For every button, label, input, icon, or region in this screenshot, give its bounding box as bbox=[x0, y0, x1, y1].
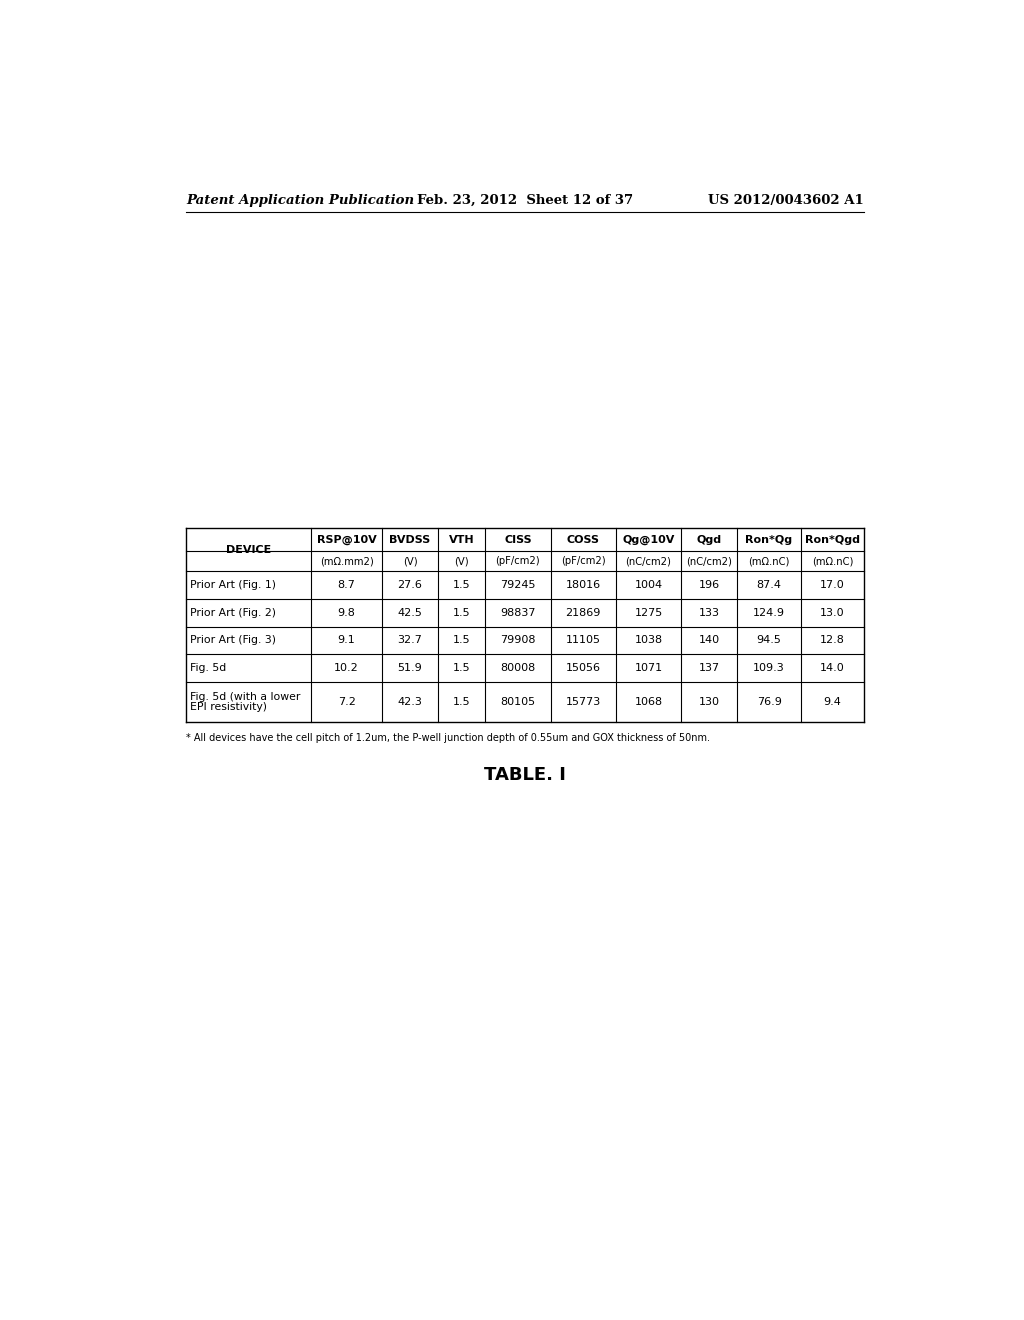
Text: 1071: 1071 bbox=[635, 663, 663, 673]
Text: 80105: 80105 bbox=[501, 697, 536, 708]
Text: 15773: 15773 bbox=[565, 697, 601, 708]
Text: 1.5: 1.5 bbox=[453, 663, 471, 673]
Text: (V): (V) bbox=[455, 556, 469, 566]
Text: 1.5: 1.5 bbox=[453, 635, 471, 645]
Text: Prior Art (Fig. 3): Prior Art (Fig. 3) bbox=[190, 635, 276, 645]
Text: (mΩ.nC): (mΩ.nC) bbox=[812, 556, 853, 566]
Text: 51.9: 51.9 bbox=[397, 663, 423, 673]
Text: 17.0: 17.0 bbox=[820, 579, 845, 590]
Text: (pF/cm2): (pF/cm2) bbox=[561, 556, 605, 566]
Text: 15056: 15056 bbox=[565, 663, 601, 673]
Text: 79245: 79245 bbox=[500, 579, 536, 590]
Text: Prior Art (Fig. 1): Prior Art (Fig. 1) bbox=[190, 579, 276, 590]
Text: 94.5: 94.5 bbox=[757, 635, 781, 645]
Text: (mΩ.nC): (mΩ.nC) bbox=[749, 556, 790, 566]
Text: RSP@10V: RSP@10V bbox=[316, 535, 377, 545]
Text: 9.4: 9.4 bbox=[823, 697, 842, 708]
Text: 9.1: 9.1 bbox=[338, 635, 355, 645]
Text: 196: 196 bbox=[698, 579, 720, 590]
Text: Prior Art (Fig. 2): Prior Art (Fig. 2) bbox=[190, 607, 276, 618]
Text: 32.7: 32.7 bbox=[397, 635, 423, 645]
Text: 1.5: 1.5 bbox=[453, 697, 471, 708]
Text: 98837: 98837 bbox=[500, 607, 536, 618]
Text: DEVICE: DEVICE bbox=[226, 545, 271, 554]
Text: 79908: 79908 bbox=[500, 635, 536, 645]
Text: Patent Application Publication: Patent Application Publication bbox=[186, 194, 415, 207]
Text: 10.2: 10.2 bbox=[334, 663, 359, 673]
Text: 133: 133 bbox=[698, 607, 720, 618]
Text: 8.7: 8.7 bbox=[338, 579, 355, 590]
Text: 1068: 1068 bbox=[635, 697, 663, 708]
Text: (nC/cm2): (nC/cm2) bbox=[626, 556, 672, 566]
Text: US 2012/0043602 A1: US 2012/0043602 A1 bbox=[709, 194, 864, 207]
Text: BVDSS: BVDSS bbox=[389, 535, 431, 545]
Text: Qgd: Qgd bbox=[696, 535, 722, 545]
Text: 11105: 11105 bbox=[565, 635, 601, 645]
Text: 21869: 21869 bbox=[565, 607, 601, 618]
Text: Ron*Qgd: Ron*Qgd bbox=[805, 535, 860, 545]
Text: 1004: 1004 bbox=[635, 579, 663, 590]
Text: Fig. 5d: Fig. 5d bbox=[190, 663, 226, 673]
Text: TABLE. I: TABLE. I bbox=[484, 766, 565, 784]
Text: 130: 130 bbox=[698, 697, 720, 708]
Text: 140: 140 bbox=[698, 635, 720, 645]
Text: (mΩ.mm2): (mΩ.mm2) bbox=[319, 556, 374, 566]
Text: Feb. 23, 2012  Sheet 12 of 37: Feb. 23, 2012 Sheet 12 of 37 bbox=[417, 194, 633, 207]
Text: 137: 137 bbox=[698, 663, 720, 673]
Text: Ron*Qg: Ron*Qg bbox=[745, 535, 793, 545]
Text: COSS: COSS bbox=[566, 535, 600, 545]
Text: 42.5: 42.5 bbox=[397, 607, 423, 618]
Text: 18016: 18016 bbox=[565, 579, 601, 590]
Text: 1038: 1038 bbox=[635, 635, 663, 645]
Text: 87.4: 87.4 bbox=[757, 579, 781, 590]
Text: 76.9: 76.9 bbox=[757, 697, 781, 708]
Text: 1.5: 1.5 bbox=[453, 607, 471, 618]
Text: (V): (V) bbox=[402, 556, 418, 566]
Text: Fig. 5d (with a lower: Fig. 5d (with a lower bbox=[190, 692, 300, 702]
Text: 124.9: 124.9 bbox=[753, 607, 785, 618]
Text: 27.6: 27.6 bbox=[397, 579, 423, 590]
Text: 14.0: 14.0 bbox=[820, 663, 845, 673]
Text: * All devices have the cell pitch of 1.2um, the P-well junction depth of 0.55um : * All devices have the cell pitch of 1.2… bbox=[186, 733, 710, 743]
Text: 13.0: 13.0 bbox=[820, 607, 845, 618]
Text: CISS: CISS bbox=[504, 535, 531, 545]
Text: 109.3: 109.3 bbox=[754, 663, 785, 673]
Text: 42.3: 42.3 bbox=[397, 697, 423, 708]
Text: VTH: VTH bbox=[449, 535, 474, 545]
Text: 1275: 1275 bbox=[634, 607, 663, 618]
Text: (pF/cm2): (pF/cm2) bbox=[496, 556, 541, 566]
Text: 1.5: 1.5 bbox=[453, 579, 471, 590]
Text: 9.8: 9.8 bbox=[338, 607, 355, 618]
Text: 12.8: 12.8 bbox=[820, 635, 845, 645]
Text: (nC/cm2): (nC/cm2) bbox=[686, 556, 732, 566]
Text: 7.2: 7.2 bbox=[338, 697, 355, 708]
Text: Qg@10V: Qg@10V bbox=[623, 535, 675, 545]
Text: 80008: 80008 bbox=[501, 663, 536, 673]
Text: EPI resistivity): EPI resistivity) bbox=[190, 702, 267, 711]
